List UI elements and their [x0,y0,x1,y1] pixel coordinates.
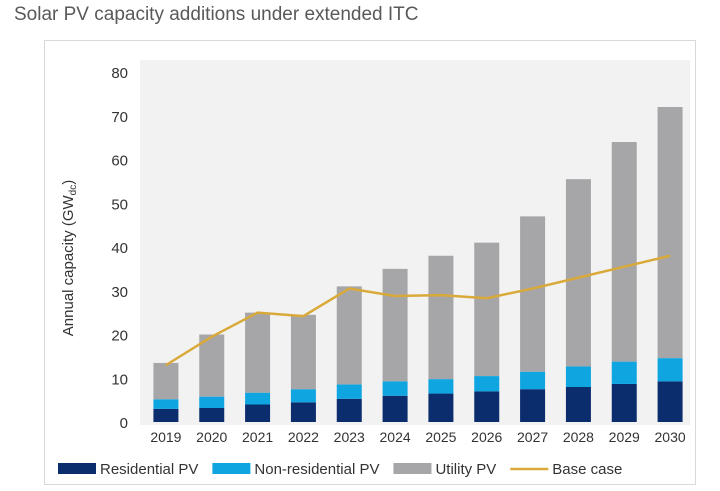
bar-residential-pv-2020 [199,408,225,422]
bar-utility-pv-2020 [199,334,225,397]
bar-non-residential-pv-2020 [199,396,225,408]
y-tick-label: 70 [111,109,128,126]
legend-swatch-utility-pv [393,463,432,474]
bar-utility-pv-2026 [474,242,500,377]
chart-frame [44,40,696,485]
legend-label-non-residential-pv: Non-residential PV [254,461,379,478]
x-tick-label: 2030 [655,429,686,445]
bar-non-residential-pv-2019 [153,399,179,409]
bar-non-residential-pv-2022 [290,389,316,403]
bar-utility-pv-2022 [290,314,316,390]
y-tick-label: 20 [111,328,128,345]
bar-utility-pv-2019 [153,362,179,400]
bar-non-residential-pv-2028 [565,366,591,387]
x-tick-label: 2024 [380,429,411,445]
bar-residential-pv-2029 [611,383,637,422]
bar-utility-pv-2029 [611,142,637,362]
y-tick-label: 40 [111,240,128,257]
bar-residential-pv-2028 [565,387,591,422]
bar-residential-pv-2021 [245,404,271,422]
bar-utility-pv-2027 [520,216,546,372]
y-tick-label: 0 [120,415,128,432]
x-tick-label: 2029 [609,429,640,445]
plot-background [140,60,690,425]
x-tick-label: 2019 [150,429,181,445]
bar-utility-pv-2024 [382,268,408,382]
x-tick-label: 2028 [563,429,594,445]
y-tick-label: 50 [111,196,128,213]
y-tick-label: 10 [111,371,128,388]
bar-non-residential-pv-2030 [657,358,683,382]
bar-non-residential-pv-2026 [474,376,500,392]
y-axis-label: Annual capacity (GWdc) [60,180,79,336]
bar-residential-pv-2030 [657,381,683,422]
bar-residential-pv-2027 [520,389,546,422]
bar-residential-pv-2024 [382,395,408,422]
x-tick-label: 2020 [196,429,227,445]
y-tick-label: 60 [111,153,128,170]
chart-title: Solar PV capacity additions under extend… [14,4,419,25]
bar-utility-pv-2021 [245,312,271,393]
bar-residential-pv-2026 [474,391,500,422]
bar-utility-pv-2028 [565,179,591,367]
bar-non-residential-pv-2025 [428,379,454,394]
bar-residential-pv-2022 [290,402,316,422]
legend-label-base-case: Base case [552,461,622,478]
bar-non-residential-pv-2029 [611,361,637,384]
bar-utility-pv-2030 [657,107,683,359]
bar-utility-pv-2025 [428,255,454,380]
bar-residential-pv-2025 [428,393,454,422]
legend-label-utility-pv: Utility PV [435,461,496,478]
x-tick-label: 2021 [242,429,273,445]
bar-utility-pv-2023 [336,286,362,385]
x-tick-label: 2027 [517,429,548,445]
x-tick-label: 2022 [288,429,319,445]
bar-residential-pv-2023 [336,398,362,422]
legend-label-residential-pv: Residential PV [100,461,198,478]
x-tick-label: 2023 [334,429,365,445]
line-base-case [165,254,671,367]
x-tick-label: 2026 [471,429,502,445]
bar-residential-pv-2019 [153,408,179,422]
x-tick-label: 2025 [425,429,456,445]
bar-non-residential-pv-2021 [245,392,271,405]
legend-swatch-residential-pv [58,463,96,474]
legend-swatch-non-residential-pv [212,463,251,474]
bar-non-residential-pv-2024 [382,381,408,396]
bar-non-residential-pv-2027 [520,371,546,390]
bar-non-residential-pv-2023 [336,384,362,399]
y-tick-label: 80 [111,65,128,82]
y-tick-label: 30 [111,284,128,301]
